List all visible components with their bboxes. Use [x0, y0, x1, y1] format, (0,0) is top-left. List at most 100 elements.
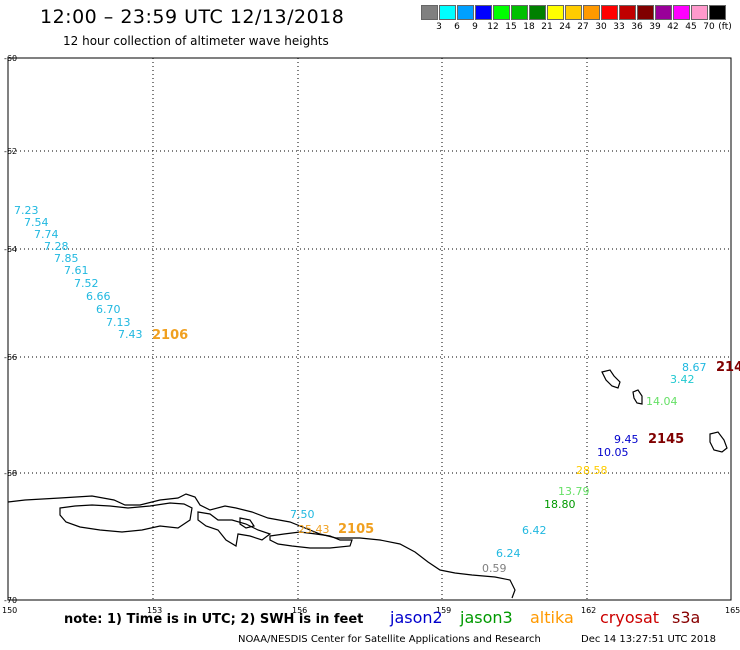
latitude-tick-label: -68: [4, 469, 17, 478]
legend-swatch: [619, 5, 636, 20]
wave-value: 7.23: [14, 204, 39, 217]
satellite-jason3-label: jason3: [460, 608, 513, 627]
legend-swatch: [691, 5, 708, 20]
legend-label: 3: [436, 22, 442, 32]
wave-value: 6.42: [522, 524, 547, 537]
legend-label: 18: [523, 22, 535, 32]
wave-value: 7.74: [34, 228, 59, 241]
legend-label: 39: [649, 22, 661, 32]
wave-value: 18.80: [544, 498, 576, 511]
legend-swatch: [475, 5, 492, 20]
coastline-peninsula-a: [59, 502, 193, 533]
satellite-cryosat-label: cryosat: [600, 608, 660, 627]
footer-note: note: 1) Time is in UTC; 2) SWH is in fe…: [64, 612, 364, 627]
legend-swatch: [457, 5, 474, 20]
legend-swatch: [637, 5, 654, 20]
track-2106-label: 2106: [152, 328, 188, 343]
coastline-peninsula-b: [197, 511, 272, 547]
legend-swatch: [673, 5, 690, 20]
coastline-islet: [239, 517, 255, 529]
longitude-tick-label: 165: [725, 606, 740, 615]
wave-value: 6.24: [496, 547, 521, 560]
footer-credit: NOAA/NESDIS Center for Satellite Applica…: [238, 634, 541, 645]
legend-label: 33: [613, 22, 625, 32]
legend-label: 12: [487, 22, 499, 32]
satellite-altika-label: altika: [530, 608, 574, 627]
legend-swatch: [565, 5, 582, 20]
wave-value: 0.59: [482, 562, 507, 575]
track-2105-label: 2105: [338, 522, 374, 537]
wave-value: 25.43: [298, 523, 330, 536]
legend-unit: (ft): [718, 22, 732, 32]
wave-value: 28.58: [576, 464, 608, 477]
legend-swatch: [529, 5, 546, 20]
legend-swatch: [421, 5, 438, 20]
wave-value: 10.05: [597, 446, 629, 459]
wave-height-color-legend: 3 6 9 12 15 18 21 24 27 30 33 36 39 42 45 70 (ft): [421, 5, 732, 35]
wave-value: 7.85: [54, 252, 79, 265]
wave-value: 7.28: [44, 240, 69, 253]
satellite-s3a-label: s3a: [672, 608, 701, 627]
legend-label: 36: [631, 22, 643, 32]
legend-swatch: [583, 5, 600, 20]
page-subtitle: 12 hour collection of altimeter wave hei…: [63, 34, 329, 48]
track-2145-label: 2145: [648, 432, 684, 447]
legend-swatch: [601, 5, 618, 20]
wave-value: 7.13: [106, 316, 131, 329]
page-title: 12:00 – 23:59 UTC 12/13/2018: [40, 6, 345, 28]
wave-value: 13.79: [558, 485, 590, 498]
island-middle: [632, 389, 643, 405]
legend-label: 27: [577, 22, 589, 32]
wave-value: 7.61: [64, 264, 89, 277]
antarctic-coastline: [7, 493, 516, 599]
legend-swatch: [439, 5, 456, 20]
legend-label: 42: [667, 22, 679, 32]
coastline-peninsula-c: [269, 531, 353, 549]
latitude-tick-label: -62: [4, 147, 17, 156]
wave-value: 8.67: [682, 361, 707, 374]
track-214-label: 214: [716, 360, 740, 375]
wave-value: 9.45: [614, 433, 639, 446]
wave-value: 7.52: [74, 277, 99, 290]
legend-swatch: [655, 5, 672, 20]
wave-value: 3.42: [670, 373, 695, 386]
map-gridlines: [8, 58, 731, 600]
longitude-tick-label: 156: [292, 606, 307, 615]
legend-label: 21: [541, 22, 553, 32]
latitude-tick-label: -66: [4, 353, 17, 362]
legend-swatch: [709, 5, 726, 20]
longitude-tick-label: 159: [436, 606, 451, 615]
legend-label: 6: [454, 22, 460, 32]
legend-label: 70: [703, 22, 715, 32]
legend-label: 15: [505, 22, 517, 32]
map-frame: [7, 57, 732, 601]
legend-swatch: [547, 5, 564, 20]
legend-label: 24: [559, 22, 571, 32]
latitude-tick-label: -70: [4, 596, 17, 605]
wave-value: 7.50: [290, 508, 315, 521]
footer-timestamp: Dec 14 13:27:51 UTC 2018: [581, 634, 716, 645]
wave-value: 7.54: [24, 216, 49, 229]
longitude-tick-label: 153: [147, 606, 162, 615]
legend-swatch: [493, 5, 510, 20]
legend-swatch: [511, 5, 528, 20]
latitude-tick-label: -60: [4, 54, 17, 63]
wave-value: 7.43: [118, 328, 143, 341]
longitude-tick-label: 150: [2, 606, 17, 615]
legend-label: 45: [685, 22, 697, 32]
wave-value: 6.66: [86, 290, 111, 303]
track-2145-values: 0.59 6.24 6.42 18.80 13.79 28.58 10.05 9…: [482, 360, 740, 575]
wave-value: 6.70: [96, 303, 121, 316]
island-north: [601, 369, 621, 389]
satellite-jason2-label: jason2: [390, 608, 443, 627]
legend-label: 9: [472, 22, 478, 32]
wave-value: 14.04: [646, 395, 678, 408]
legend-label: 30: [595, 22, 607, 32]
track-2105-values: 7.50 25.43 2105: [290, 508, 374, 537]
island-east: [709, 431, 728, 453]
latitude-tick-label: -64: [4, 245, 17, 254]
track-2106-values: 7.23 7.54 7.74 7.28 7.85 7.61 7.52 6.66 …: [14, 204, 188, 343]
longitude-tick-label: 162: [581, 606, 596, 615]
